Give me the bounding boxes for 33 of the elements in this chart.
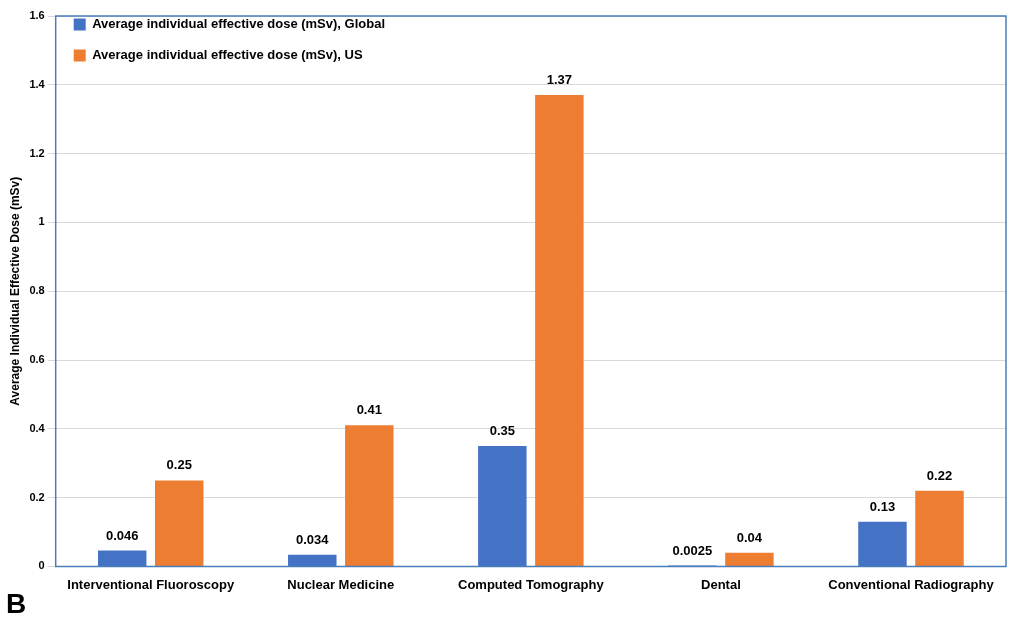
data-label: 0.35	[489, 423, 515, 439]
bar	[345, 425, 394, 566]
data-label: 1.37	[546, 72, 573, 88]
bar	[915, 490, 964, 566]
data-label: 0.034	[296, 531, 330, 547]
data-label: 0.04	[736, 529, 763, 545]
bar	[725, 552, 774, 566]
y-tick-label: 0.8	[29, 284, 45, 297]
legend-label: Average individual effective dose (mSv), US	[92, 47, 363, 63]
data-label: 0.0025	[672, 542, 713, 558]
data-label: 0.41	[356, 402, 382, 418]
x-tick-label: Conventional Radiography	[828, 576, 995, 592]
y-tick-label: 0	[38, 559, 45, 572]
x-tick-label: Interventional Fluoroscopy	[67, 576, 235, 592]
x-tick-label: Dental	[701, 576, 741, 592]
y-tick-label: 0.2	[29, 490, 45, 503]
data-label: 0.13	[869, 498, 896, 514]
bar	[535, 95, 584, 566]
data-label: 0.25	[166, 457, 192, 473]
y-tick-label: 1.6	[29, 9, 45, 22]
y-tick-label: 0.6	[29, 353, 45, 366]
legend-label: Average individual effective dose (mSv), Global	[92, 16, 386, 32]
y-tick-label: 1.2	[29, 146, 45, 159]
x-tick-label: Nuclear Medicine	[287, 576, 395, 592]
x-tick-label: Computed Tomography	[458, 576, 605, 592]
y-tick-label: 1.4	[29, 77, 46, 90]
text: B	[6, 588, 27, 619]
y-axis-title: Average Individual Effective Dose (mSv)	[7, 176, 22, 406]
bar	[155, 480, 204, 566]
y-tick-label: 0.4	[29, 421, 46, 434]
data-label: 0.22	[926, 467, 953, 483]
y-tick-label: 1	[38, 215, 45, 228]
data-label: 0.046	[105, 527, 139, 543]
